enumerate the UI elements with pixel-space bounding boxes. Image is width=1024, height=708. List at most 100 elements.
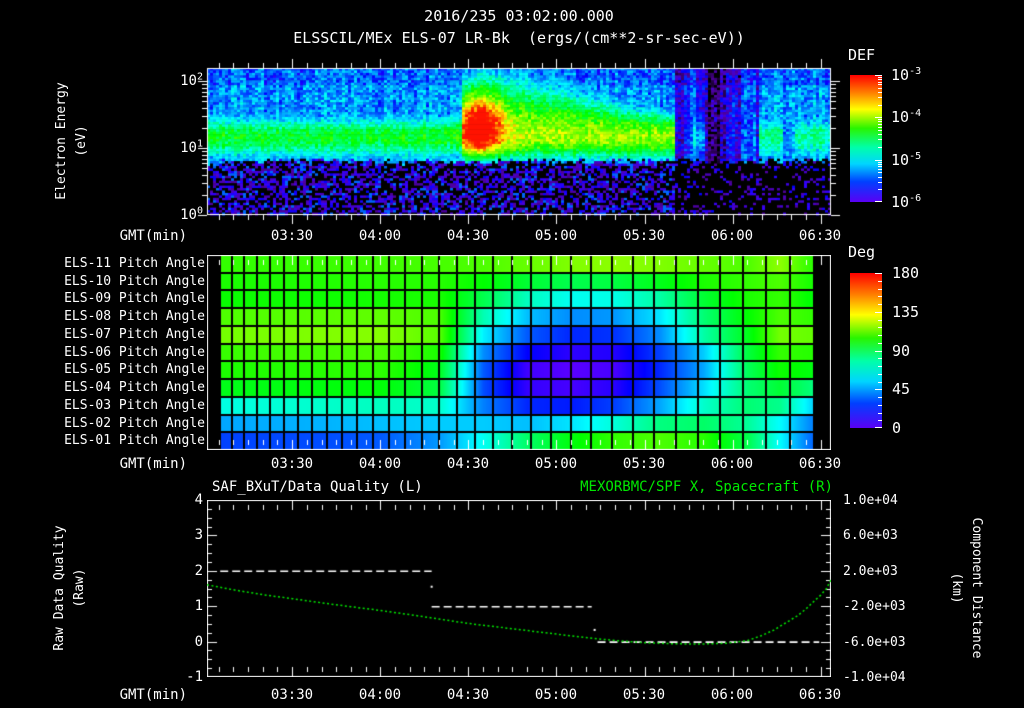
- quality-distance-chart-canvas: [207, 500, 831, 677]
- top-xtick-0500: 05:00: [534, 228, 578, 244]
- colorbar-tick: [878, 84, 882, 85]
- colorbar-tick: [878, 130, 882, 131]
- electron-energy-spectrogram-canvas: [195, 55, 855, 227]
- top-ytick-10ev: 101: [180, 138, 203, 156]
- colorbar-tick: [878, 134, 882, 135]
- top-ytick-100ev: 102: [180, 71, 203, 89]
- left-ytick-2: 2: [194, 563, 203, 579]
- bottom-xtick-0400: 04:00: [358, 687, 402, 703]
- colorbar-tick: [878, 420, 882, 421]
- colorbar-tick: [878, 304, 882, 305]
- row-label-els04: ELS-04 Pitch Angle: [64, 380, 205, 395]
- colorbar-tick: [878, 139, 882, 140]
- bottom-xtick-0330: 03:30: [270, 687, 314, 703]
- colorbar-tick: [878, 92, 882, 93]
- colorbar-tick: [878, 177, 882, 178]
- row-label-els01: ELS-01 Pitch Angle: [64, 433, 205, 448]
- colorbar-tick: [878, 88, 882, 89]
- colorbar-tick: [878, 164, 882, 165]
- row-label-els08: ELS-08 Pitch Angle: [64, 309, 205, 324]
- colorbar-tick: [878, 397, 882, 398]
- row-label-els06: ELS-06 Pitch Angle: [64, 345, 205, 360]
- middle-xtick-0500: 05:00: [534, 456, 578, 472]
- colorbar-tick: [875, 160, 882, 161]
- top-ytick-1ev: 100: [180, 205, 203, 223]
- top-xtick-0330: 03:30: [270, 228, 314, 244]
- top-xtick-0600: 06:00: [710, 228, 754, 244]
- def-colorbar: [850, 75, 882, 202]
- deg-label-45: 45: [892, 380, 911, 398]
- colorbar-tick: [878, 166, 882, 167]
- colorbar-tick: [875, 201, 882, 202]
- row-label-els10: ELS-10 Pitch Angle: [64, 274, 205, 289]
- row-label-els09: ELS-09 Pitch Angle: [64, 291, 205, 306]
- colorbar-tick: [875, 273, 882, 274]
- colorbar-tick: [875, 351, 882, 352]
- top-xtick-0530: 05:30: [622, 228, 666, 244]
- colorbar-tick: [878, 77, 882, 78]
- right-ytick-2e3: 2.0e+03: [843, 564, 898, 579]
- colorbar-tick: [878, 82, 882, 83]
- colorbar-tick: [878, 335, 882, 336]
- colorbar-tick: [878, 366, 882, 367]
- row-label-els03: ELS-03 Pitch Angle: [64, 398, 205, 413]
- deg-label-0: 0: [892, 419, 902, 437]
- colorbar-tick: [875, 427, 882, 428]
- middle-xtick-0330: 03:30: [270, 456, 314, 472]
- middle-xtick-0630: 06:30: [798, 456, 842, 472]
- colorbar-tick: [878, 343, 882, 344]
- colorbar-tick: [875, 117, 882, 118]
- def-label-1e-4: 10-4: [891, 108, 922, 126]
- middle-x-axis-label: GMT(min): [119, 456, 187, 472]
- page-title-instrument: ELSSCIL/MEx ELS-07 LR-Bk (ergs/(cm**2-sr…: [293, 29, 745, 47]
- colorbar-tick: [878, 162, 882, 163]
- def-label-1e-5: 10-5: [891, 151, 922, 169]
- bottom-xtick-0630: 06:30: [798, 687, 842, 703]
- left-ytick-1: 1: [194, 598, 203, 614]
- colorbar-tick: [878, 374, 882, 375]
- colorbar-tick: [878, 172, 882, 173]
- deg-label-135: 135: [892, 303, 920, 321]
- bottom-xtick-0530: 05:30: [622, 687, 666, 703]
- bottom-title-right: MEXORBMC/SPF X, Spacecraft (R): [580, 479, 833, 495]
- colorbar-tick: [878, 127, 882, 128]
- left-ytick-4: 4: [194, 492, 203, 508]
- colorbar-tick: [878, 382, 882, 383]
- top-panel-y-axis-label: Electron Energy (eV): [54, 82, 89, 200]
- row-label-els07: ELS-07 Pitch Angle: [64, 327, 205, 342]
- top-x-axis-label: GMT(min): [119, 228, 187, 244]
- colorbar-tick: [878, 121, 882, 122]
- colorbar-tick: [875, 75, 882, 76]
- bottom-left-y-axis-label: Raw Data Quality (Raw): [52, 525, 87, 651]
- right-ytick-1e4: 1.0e+04: [843, 493, 898, 508]
- colorbar-tick: [878, 79, 882, 80]
- colorbar-tick: [878, 147, 882, 148]
- colorbar-tick: [878, 296, 882, 297]
- right-ytick-neg2e3: -2.0e+03: [843, 599, 906, 614]
- colorbar-tick: [878, 124, 882, 125]
- middle-xtick-0430: 04:30: [446, 456, 490, 472]
- colorbar-tick: [878, 289, 882, 290]
- colorbar-tick: [878, 189, 882, 190]
- page-title-datetime: 2016/235 03:02:00.000: [424, 7, 614, 25]
- left-ytick-0: 0: [194, 634, 203, 650]
- deg-label-180: 180: [892, 264, 920, 282]
- top-xtick-0630: 06:30: [798, 228, 842, 244]
- top-xtick-0430: 04:30: [446, 228, 490, 244]
- right-ytick-neg6e3: -6.0e+03: [843, 635, 906, 650]
- colorbar-tick: [875, 389, 882, 390]
- colorbar-tick: [878, 97, 882, 98]
- colorbar-tick: [878, 413, 882, 414]
- colorbar-tick: [878, 405, 882, 406]
- colorbar-tick: [878, 327, 882, 328]
- colorbar-tick: [878, 105, 882, 106]
- pitch-angle-heatmap-canvas: [207, 255, 831, 450]
- colorbar-tick: [878, 169, 882, 170]
- deg-label-90: 90: [892, 342, 911, 360]
- bottom-xtick-0600: 06:00: [710, 687, 754, 703]
- deg-colorbar: [850, 273, 882, 428]
- left-ytick-3: 3: [194, 527, 203, 543]
- colorbar-tick: [878, 320, 882, 321]
- row-label-els02: ELS-02 Pitch Angle: [64, 416, 205, 431]
- middle-xtick-0600: 06:00: [710, 456, 754, 472]
